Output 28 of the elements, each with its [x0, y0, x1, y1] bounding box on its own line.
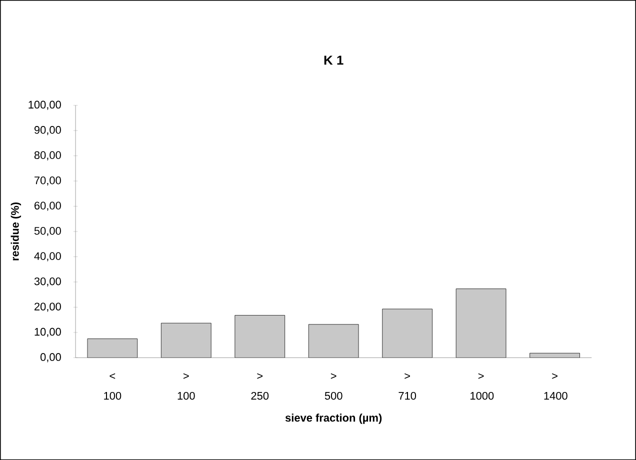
y-tick-label: 90,00	[34, 126, 61, 136]
bar	[234, 315, 286, 358]
chart-title: K 1	[324, 56, 344, 65]
x-tick-label: > 250	[251, 373, 269, 400]
x-tick-label: > 500	[324, 373, 342, 400]
x-tick-label: > 710	[398, 373, 416, 400]
y-tick-label: 40,00	[34, 252, 61, 262]
y-tick-label: 10,00	[34, 328, 61, 337]
y-tick-label: 60,00	[34, 202, 61, 211]
bar	[87, 338, 138, 358]
y-tick-label: 30,00	[34, 277, 61, 286]
y-tick-label: 0,00	[40, 353, 61, 362]
y-tick-label: 20,00	[34, 302, 61, 312]
bar	[530, 352, 580, 358]
x-tick-label: > 1400	[544, 373, 568, 400]
y-tick-label: 100,00	[28, 100, 61, 110]
x-tick-label: > 1000	[470, 373, 494, 400]
bar	[160, 322, 212, 358]
y-tick-label: 50,00	[34, 226, 61, 236]
x-tick-label: < 100	[104, 373, 122, 400]
bar	[382, 308, 432, 358]
y-axis-title: residue (%)	[10, 202, 22, 260]
y-tick-label: 70,00	[34, 176, 61, 186]
x-tick-label: > 100	[178, 373, 195, 400]
x-axis-title: sieve fraction (µm)	[285, 414, 382, 424]
y-tick-label: 80,00	[34, 151, 61, 160]
bar	[308, 324, 359, 358]
bar	[456, 288, 506, 358]
